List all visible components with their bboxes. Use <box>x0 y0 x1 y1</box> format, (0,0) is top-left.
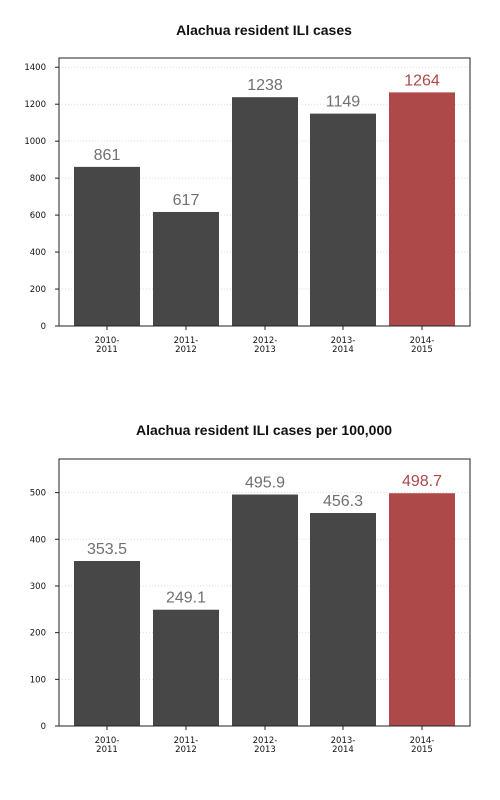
x-tick-label-line: 2011 <box>96 745 118 755</box>
y-tick-label: 800 <box>30 174 46 184</box>
x-tick-label: 2014-2015 <box>410 736 435 755</box>
data-label: 861 <box>94 147 121 164</box>
data-labels: 861 617 1238 1149 1264 <box>94 72 440 209</box>
chart-title: Alachua resident ILI cases per 100,000 <box>136 422 392 438</box>
x-tick-label-line: 2013 <box>254 345 276 355</box>
data-label: 498.7 <box>402 473 442 490</box>
bar <box>74 560 140 726</box>
bar <box>232 494 298 726</box>
y-tick-label: 100 <box>30 675 46 685</box>
bar <box>74 166 140 326</box>
bars <box>74 493 455 726</box>
x-tick-label-line: 2012- <box>253 336 278 346</box>
x-tick-label: 2013-2014 <box>331 736 356 755</box>
y-tick-label: 400 <box>30 248 46 258</box>
x-tick-label-line: 2014 <box>332 345 354 355</box>
data-label: 1149 <box>326 94 361 111</box>
data-label: 249.1 <box>166 590 206 607</box>
x-tick-label: 2011-2012 <box>174 336 199 355</box>
x-axis: 2010-20112011-20122012-20132013-20142014… <box>95 326 435 355</box>
x-tick-label-line: 2011- <box>174 336 199 346</box>
x-tick-label-line: 2013- <box>331 736 356 746</box>
x-tick-label: 2011-2012 <box>174 736 199 755</box>
y-axis: 0 100 200 300 400 500 <box>30 489 59 732</box>
chart-title: Alachua resident ILI cases <box>176 22 352 38</box>
x-tick-label: 2013-2014 <box>331 336 356 355</box>
x-tick-label-line: 2015 <box>411 345 433 355</box>
x-tick-label-line: 2011 <box>96 345 118 355</box>
bar <box>389 92 455 326</box>
bar <box>153 609 219 726</box>
x-tick-label-line: 2012 <box>175 345 197 355</box>
y-tick-label: 200 <box>30 629 46 639</box>
bar <box>310 513 376 726</box>
x-axis: 2010-20112011-20122012-20132013-20142014… <box>95 726 435 755</box>
y-tick-label: 500 <box>30 489 46 499</box>
y-tick-label: 1400 <box>24 63 46 73</box>
y-tick-label: 1000 <box>24 137 46 147</box>
x-tick-label-line: 2010- <box>95 736 120 746</box>
x-tick-label: 2012-2013 <box>253 336 278 355</box>
x-tick-label-line: 2014 <box>332 745 354 755</box>
bar <box>232 97 298 327</box>
x-tick-label-line: 2015 <box>411 745 433 755</box>
x-tick-label-line: 2014- <box>410 736 435 746</box>
x-tick-label-line: 2010- <box>95 336 120 346</box>
x-tick-label: 2010-2011 <box>95 336 120 355</box>
bar <box>310 113 376 326</box>
y-tick-label: 400 <box>30 535 46 545</box>
x-tick-label-line: 2014- <box>410 336 435 346</box>
y-tick-label: 200 <box>30 285 46 295</box>
x-tick-label: 2010-2011 <box>95 736 120 755</box>
x-tick-label-line: 2012- <box>253 736 278 746</box>
chart-ili-cases: Alachua resident ILI cases 861 617 1238 114… <box>24 22 471 355</box>
y-tick-label: 0 <box>41 322 46 332</box>
y-tick-label: 600 <box>30 211 46 221</box>
bar <box>389 493 455 726</box>
bar <box>153 211 219 326</box>
data-label: 617 <box>173 192 200 209</box>
y-axis: 0 200 400 600 800 1000 1200 1400 <box>24 63 59 332</box>
y-tick-label: 300 <box>30 582 46 592</box>
y-tick-label: 1200 <box>24 100 46 110</box>
x-tick-label-line: 2013- <box>331 336 356 346</box>
x-tick-label-line: 2011- <box>174 736 199 746</box>
data-label: 495.9 <box>245 475 285 492</box>
x-tick-label-line: 2013 <box>254 745 276 755</box>
x-tick-label-line: 2012 <box>175 745 197 755</box>
x-tick-label: 2012-2013 <box>253 736 278 755</box>
data-label: 353.5 <box>87 541 127 558</box>
y-tick-label: 0 <box>41 722 46 732</box>
data-labels: 353.5 249.1 495.9 456.3 498.7 <box>87 473 442 607</box>
data-label: 1238 <box>247 77 283 94</box>
bars <box>74 92 455 327</box>
data-label: 1264 <box>404 72 440 89</box>
x-tick-label: 2014-2015 <box>410 336 435 355</box>
data-label: 456.3 <box>323 493 363 510</box>
chart-ili-cases-per-100k: Alachua resident ILI cases per 100,000 3… <box>30 422 471 755</box>
